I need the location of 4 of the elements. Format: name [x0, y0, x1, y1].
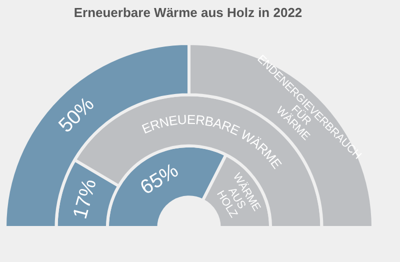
data-label: 65% [136, 159, 183, 200]
data-label: 17% [69, 176, 102, 222]
chart-title: Erneuerbare Wärme aus Holz in 2022 [72, 5, 304, 20]
data-label: 50% [54, 93, 99, 138]
